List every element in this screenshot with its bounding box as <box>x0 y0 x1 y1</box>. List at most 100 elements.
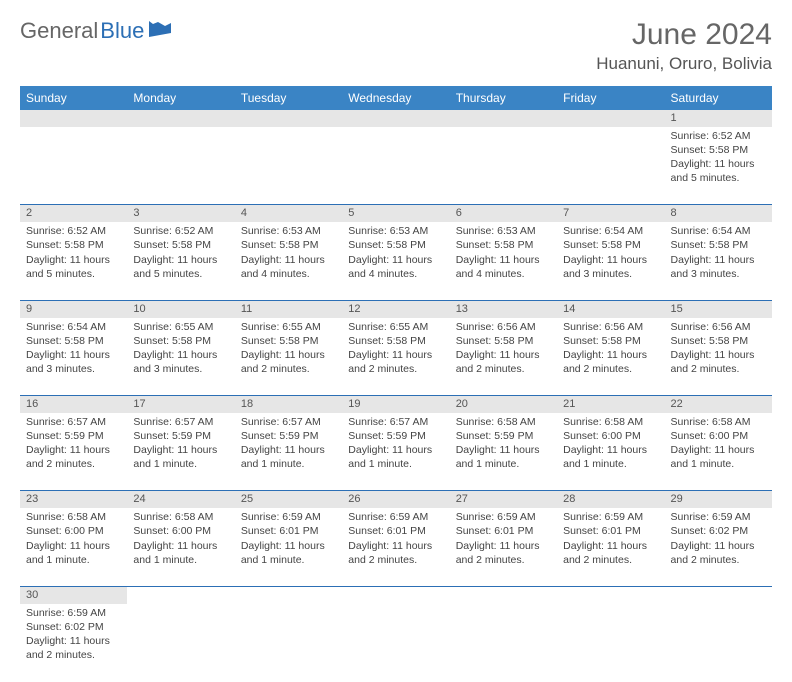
daylight-text: Daylight: 11 hours and 4 minutes. <box>348 253 443 281</box>
day-cell: Sunrise: 6:57 AMSunset: 5:59 PMDaylight:… <box>20 413 127 491</box>
day-cell: Sunrise: 6:57 AMSunset: 5:59 PMDaylight:… <box>235 413 342 491</box>
sunrise-text: Sunrise: 6:58 AM <box>133 510 228 524</box>
day-number: 12 <box>342 300 449 317</box>
brand-logo: GeneralBlue <box>20 18 175 44</box>
sunset-text: Sunset: 6:01 PM <box>456 524 551 538</box>
daylight-text: Daylight: 11 hours and 2 minutes. <box>671 348 766 376</box>
day-cell: Sunrise: 6:59 AMSunset: 6:01 PMDaylight:… <box>450 508 557 586</box>
day-cell: Sunrise: 6:52 AMSunset: 5:58 PMDaylight:… <box>127 222 234 300</box>
week-row: Sunrise: 6:57 AMSunset: 5:59 PMDaylight:… <box>20 413 772 491</box>
sunrise-text: Sunrise: 6:59 AM <box>563 510 658 524</box>
day-number: 26 <box>342 491 449 508</box>
day-cell: Sunrise: 6:55 AMSunset: 5:58 PMDaylight:… <box>127 318 234 396</box>
week-row: Sunrise: 6:52 AMSunset: 5:58 PMDaylight:… <box>20 127 772 205</box>
day-number: 18 <box>235 396 342 413</box>
sunset-text: Sunset: 5:59 PM <box>348 429 443 443</box>
sunrise-text: Sunrise: 6:54 AM <box>26 320 121 334</box>
daynum-row: 16171819202122 <box>20 396 772 413</box>
daynum-row: 2345678 <box>20 205 772 222</box>
day-number <box>342 586 449 603</box>
day-number <box>450 110 557 127</box>
day-number <box>20 110 127 127</box>
sunset-text: Sunset: 6:00 PM <box>671 429 766 443</box>
daylight-text: Daylight: 11 hours and 5 minutes. <box>133 253 228 281</box>
day-cell: Sunrise: 6:53 AMSunset: 5:58 PMDaylight:… <box>450 222 557 300</box>
day-number: 30 <box>20 586 127 603</box>
day-cell: Sunrise: 6:57 AMSunset: 5:59 PMDaylight:… <box>342 413 449 491</box>
week-row: Sunrise: 6:54 AMSunset: 5:58 PMDaylight:… <box>20 318 772 396</box>
day-cell: Sunrise: 6:59 AMSunset: 6:01 PMDaylight:… <box>557 508 664 586</box>
flag-icon <box>149 21 175 39</box>
daynum-row: 30 <box>20 586 772 603</box>
header: GeneralBlue June 2024 Huanuni, Oruro, Bo… <box>20 18 772 74</box>
sunrise-text: Sunrise: 6:57 AM <box>241 415 336 429</box>
sunrise-text: Sunrise: 6:58 AM <box>671 415 766 429</box>
weekday-header: Tuesday <box>235 86 342 110</box>
day-number: 3 <box>127 205 234 222</box>
day-cell: Sunrise: 6:59 AMSunset: 6:02 PMDaylight:… <box>20 604 127 682</box>
daylight-text: Daylight: 11 hours and 1 minute. <box>241 443 336 471</box>
day-cell: Sunrise: 6:59 AMSunset: 6:01 PMDaylight:… <box>342 508 449 586</box>
day-number: 20 <box>450 396 557 413</box>
day-cell: Sunrise: 6:58 AMSunset: 6:00 PMDaylight:… <box>665 413 772 491</box>
day-number <box>557 110 664 127</box>
sunrise-text: Sunrise: 6:58 AM <box>563 415 658 429</box>
brand-part2: Blue <box>100 18 144 44</box>
sunset-text: Sunset: 5:58 PM <box>26 334 121 348</box>
day-cell <box>127 127 234 205</box>
sunset-text: Sunset: 5:58 PM <box>671 143 766 157</box>
day-number: 4 <box>235 205 342 222</box>
day-cell <box>450 604 557 682</box>
month-title: June 2024 <box>596 18 772 52</box>
sunset-text: Sunset: 5:58 PM <box>26 238 121 252</box>
day-cell: Sunrise: 6:58 AMSunset: 6:00 PMDaylight:… <box>20 508 127 586</box>
daylight-text: Daylight: 11 hours and 2 minutes. <box>671 539 766 567</box>
day-cell <box>450 127 557 205</box>
sunset-text: Sunset: 6:01 PM <box>241 524 336 538</box>
day-number: 25 <box>235 491 342 508</box>
daynum-row: 23242526272829 <box>20 491 772 508</box>
day-number: 5 <box>342 205 449 222</box>
weekday-header: Monday <box>127 86 234 110</box>
day-cell <box>127 604 234 682</box>
sunset-text: Sunset: 5:58 PM <box>348 334 443 348</box>
sunset-text: Sunset: 5:58 PM <box>133 334 228 348</box>
day-cell <box>665 604 772 682</box>
sunrise-text: Sunrise: 6:59 AM <box>671 510 766 524</box>
daylight-text: Daylight: 11 hours and 3 minutes. <box>563 253 658 281</box>
title-block: June 2024 Huanuni, Oruro, Bolivia <box>596 18 772 74</box>
sunset-text: Sunset: 6:01 PM <box>563 524 658 538</box>
sunset-text: Sunset: 5:59 PM <box>133 429 228 443</box>
weekday-header-row: Sunday Monday Tuesday Wednesday Thursday… <box>20 86 772 110</box>
sunset-text: Sunset: 5:59 PM <box>26 429 121 443</box>
daylight-text: Daylight: 11 hours and 2 minutes. <box>26 634 121 662</box>
day-cell: Sunrise: 6:59 AMSunset: 6:01 PMDaylight:… <box>235 508 342 586</box>
daynum-row: 1 <box>20 110 772 127</box>
daylight-text: Daylight: 11 hours and 1 minute. <box>241 539 336 567</box>
day-number: 24 <box>127 491 234 508</box>
sunrise-text: Sunrise: 6:56 AM <box>671 320 766 334</box>
day-number: 13 <box>450 300 557 317</box>
calendar-table: Sunday Monday Tuesday Wednesday Thursday… <box>20 86 772 682</box>
day-number: 14 <box>557 300 664 317</box>
day-number: 21 <box>557 396 664 413</box>
weekday-header: Saturday <box>665 86 772 110</box>
day-cell <box>557 604 664 682</box>
day-cell: Sunrise: 6:56 AMSunset: 5:58 PMDaylight:… <box>557 318 664 396</box>
day-number: 8 <box>665 205 772 222</box>
day-number: 29 <box>665 491 772 508</box>
sunrise-text: Sunrise: 6:57 AM <box>348 415 443 429</box>
day-cell: Sunrise: 6:58 AMSunset: 6:00 PMDaylight:… <box>557 413 664 491</box>
sunrise-text: Sunrise: 6:59 AM <box>348 510 443 524</box>
sunset-text: Sunset: 5:59 PM <box>241 429 336 443</box>
daylight-text: Daylight: 11 hours and 4 minutes. <box>241 253 336 281</box>
sunrise-text: Sunrise: 6:55 AM <box>133 320 228 334</box>
day-number <box>342 110 449 127</box>
daylight-text: Daylight: 11 hours and 1 minute. <box>456 443 551 471</box>
day-number: 2 <box>20 205 127 222</box>
sunrise-text: Sunrise: 6:59 AM <box>456 510 551 524</box>
day-number: 17 <box>127 396 234 413</box>
week-row: Sunrise: 6:59 AMSunset: 6:02 PMDaylight:… <box>20 604 772 682</box>
day-number <box>557 586 664 603</box>
sunrise-text: Sunrise: 6:55 AM <box>241 320 336 334</box>
